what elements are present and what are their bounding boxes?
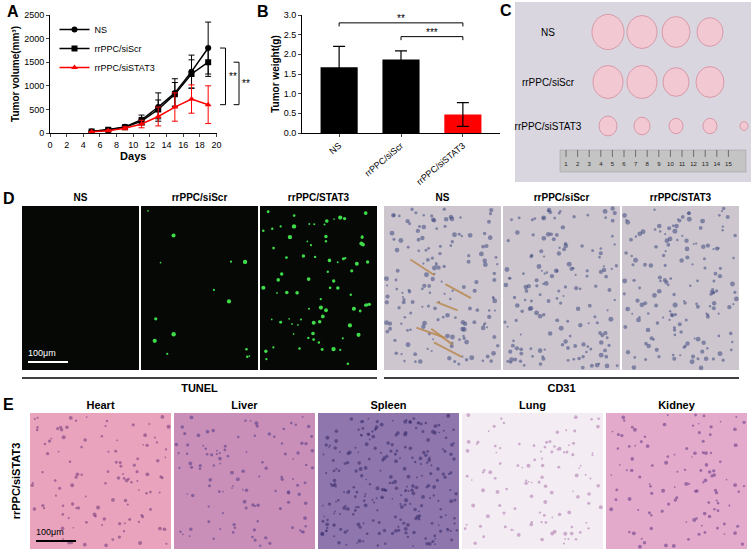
svg-text:1000: 1000 [24,81,44,91]
svg-text:Lung: Lung [519,399,546,411]
svg-text:14: 14 [162,140,172,150]
svg-text:rrPPC/siScr: rrPPC/siScr [522,77,575,88]
svg-text:***: *** [426,27,438,38]
svg-text:2: 2 [64,140,69,150]
svg-text:1.5: 1.5 [284,69,297,79]
svg-text:rrPPC/siScr: rrPPC/siScr [363,141,405,179]
svg-text:11: 11 [679,161,686,167]
svg-text:rrPPC/siSTAT3: rrPPC/siSTAT3 [415,141,468,187]
svg-text:B: B [257,3,269,20]
svg-text:NS: NS [74,192,88,203]
svg-text:18: 18 [195,140,205,150]
svg-text:**: ** [397,13,405,24]
svg-text:2: 2 [576,161,580,167]
svg-text:5: 5 [611,161,615,167]
svg-text:12: 12 [145,140,155,150]
svg-text:100μm: 100μm [28,348,56,358]
svg-text:NS: NS [541,27,555,38]
svg-text:13: 13 [702,161,709,167]
svg-text:0: 0 [47,140,52,150]
svg-text:3.0: 3.0 [284,10,297,20]
svg-text:0.0: 0.0 [284,128,297,138]
svg-text:4: 4 [599,161,603,167]
svg-text:15: 15 [725,161,732,167]
svg-text:Heart: Heart [86,399,114,411]
svg-text:rrPPC/STAT3: rrPPC/STAT3 [650,192,712,203]
svg-text:rrPPC/siScr: rrPPC/siScr [95,44,142,54]
svg-text:1.0: 1.0 [284,89,297,99]
svg-text:D: D [3,190,15,207]
svg-text:NS: NS [327,141,343,157]
svg-text:10: 10 [128,140,138,150]
svg-text:0.5: 0.5 [284,108,297,118]
svg-text:9: 9 [657,161,661,167]
svg-text:Spleen: Spleen [370,399,406,411]
svg-text:100μm: 100μm [36,527,64,537]
svg-text:A: A [7,3,19,20]
svg-text:TUNEL: TUNEL [181,382,218,394]
svg-text:12: 12 [690,161,697,167]
svg-text:**: ** [229,71,237,82]
svg-text:2.5: 2.5 [284,30,297,40]
svg-text:**: ** [242,78,250,89]
svg-text:Days: Days [120,150,146,162]
svg-text:Kidney: Kidney [658,399,696,411]
svg-text:E: E [3,396,14,413]
svg-text:rrPPC/siSTAT3: rrPPC/siSTAT3 [515,121,582,132]
svg-text:NS: NS [436,192,450,203]
svg-text:8: 8 [114,140,119,150]
svg-text:4: 4 [81,140,86,150]
svg-text:Liver: Liver [231,399,258,411]
svg-text:8: 8 [646,161,650,167]
svg-text:6: 6 [97,140,102,150]
svg-text:7: 7 [634,161,638,167]
svg-text:16: 16 [178,140,188,150]
svg-text:14: 14 [713,161,720,167]
svg-text:Tumor volume(mm³): Tumor volume(mm³) [10,26,21,122]
svg-text:rrPPC/siSTAT3: rrPPC/siSTAT3 [10,443,22,520]
svg-text:2.0: 2.0 [284,49,297,59]
svg-text:rrPPC/siScr: rrPPC/siScr [172,192,228,203]
svg-text:Tumor weight(g): Tumor weight(g) [270,35,281,113]
svg-text:20: 20 [211,140,221,150]
svg-text:3: 3 [588,161,592,167]
svg-text:rrPPC/siScr: rrPPC/siScr [534,192,590,203]
svg-text:rrPPC/siSTAT3: rrPPC/siSTAT3 [95,63,155,73]
svg-text:C: C [500,2,512,19]
svg-text:2000: 2000 [24,34,44,44]
svg-text:500: 500 [29,105,44,115]
svg-text:NS: NS [95,25,108,35]
svg-text:rrPPC/STAT3: rrPPC/STAT3 [288,192,350,203]
svg-text:10: 10 [667,161,674,167]
svg-text:1: 1 [564,161,568,167]
svg-text:2500: 2500 [24,10,44,20]
svg-text:CD31: CD31 [547,382,575,394]
svg-text:0: 0 [39,128,44,138]
svg-text:1500: 1500 [24,57,44,67]
svg-text:6: 6 [622,161,626,167]
